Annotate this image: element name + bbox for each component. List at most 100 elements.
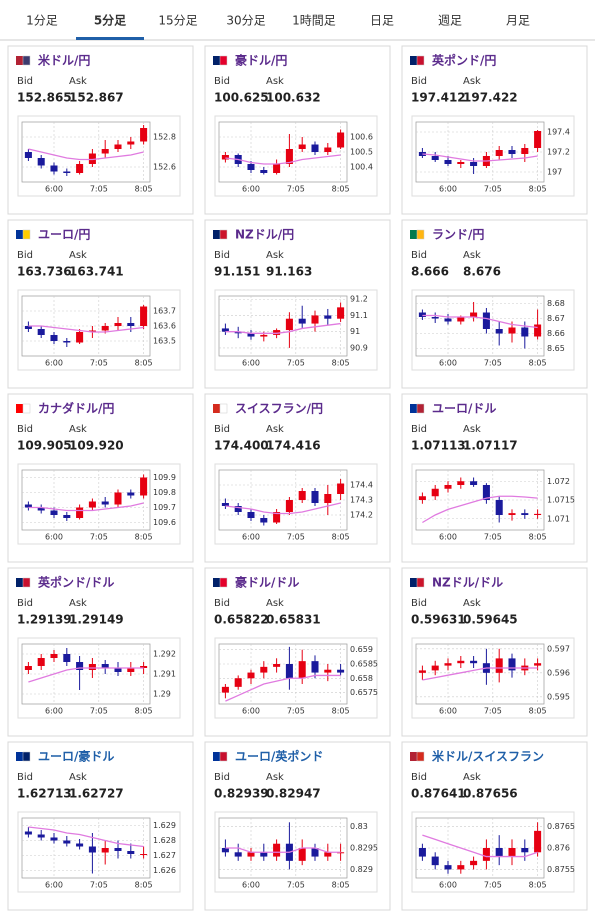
candle-body <box>114 492 122 505</box>
moving-average <box>422 834 538 858</box>
ask-value: 1.62727 <box>69 787 124 801</box>
x-tick-label: 7:05 <box>287 881 305 890</box>
x-tick-label: 8:05 <box>529 359 547 368</box>
candle-body <box>76 164 84 173</box>
ask-label: Ask <box>69 772 87 783</box>
bid-value: 0.59631 <box>411 613 466 627</box>
y-tick-label: 163.5 <box>153 337 176 346</box>
flag <box>213 230 220 239</box>
candle-body <box>337 307 345 319</box>
card[interactable] <box>7 567 194 737</box>
flag <box>416 403 425 414</box>
card[interactable] <box>401 393 588 563</box>
pair-name[interactable]: 米ドル/円 <box>38 53 90 68</box>
ask-label: Ask <box>266 424 284 435</box>
flag <box>16 752 23 761</box>
tab[interactable]: 5分足 <box>94 13 126 28</box>
flag <box>22 229 31 240</box>
ask-label: Ask <box>266 76 284 87</box>
card[interactable] <box>401 45 588 215</box>
candle-body <box>114 848 122 851</box>
card[interactable] <box>7 741 194 911</box>
ask-label: Ask <box>463 250 481 261</box>
candle-body <box>127 141 135 145</box>
card[interactable] <box>204 741 391 911</box>
y-tick-label: 0.6575 <box>350 688 378 697</box>
candle-body <box>457 317 465 322</box>
ask-value: 197.422 <box>463 91 518 105</box>
x-tick-label: 6:00 <box>242 533 260 542</box>
flag <box>416 229 425 240</box>
moving-average <box>422 153 538 162</box>
candle-body <box>521 148 529 154</box>
pair-name[interactable]: 米ドル/スイスフラン <box>432 749 544 764</box>
card[interactable] <box>7 393 194 563</box>
pair-name[interactable]: ユーロ/豪ドル <box>38 749 114 764</box>
pair-name[interactable]: カナダドル/円 <box>38 401 114 416</box>
pair-name[interactable]: スイスフラン/円 <box>235 402 323 416</box>
tab[interactable]: 週足 <box>438 14 462 28</box>
moving-average <box>422 667 538 681</box>
pair-name[interactable]: NZドル/ドル <box>432 576 503 590</box>
tab[interactable]: 1分足 <box>26 14 58 28</box>
card[interactable] <box>204 45 391 215</box>
card[interactable] <box>401 741 588 911</box>
candle-body <box>140 854 148 855</box>
card[interactable] <box>401 567 588 737</box>
plot-area <box>21 817 151 879</box>
pair-name[interactable]: NZドル/円 <box>235 228 294 242</box>
tab[interactable]: 30分足 <box>226 14 265 28</box>
candle-body <box>444 318 452 322</box>
tab[interactable]: 月足 <box>506 14 530 28</box>
candle-body <box>298 661 306 679</box>
pair-name[interactable]: 英ポンド/ドル <box>38 575 114 590</box>
y-tick-label: 0.8755 <box>547 865 575 874</box>
card[interactable] <box>204 219 391 389</box>
tab[interactable]: 日足 <box>370 14 394 28</box>
pair-name[interactable]: ユーロ/円 <box>38 228 90 242</box>
candle-body <box>24 831 32 835</box>
pair-name[interactable]: ユーロ/ドル <box>432 402 496 416</box>
card[interactable] <box>7 219 194 389</box>
candle-body <box>431 665 439 671</box>
candle-body <box>234 506 242 512</box>
x-tick-label: 7:05 <box>287 359 305 368</box>
card[interactable] <box>401 219 588 389</box>
y-tick-label: 174.3 <box>350 496 373 505</box>
moving-average <box>28 667 144 683</box>
candle-body <box>24 152 32 158</box>
x-tick-label: 6:00 <box>439 533 457 542</box>
candle-body <box>324 494 332 503</box>
flag <box>16 230 23 239</box>
candle-body <box>273 164 281 173</box>
candle-body <box>534 663 542 666</box>
candle-body <box>50 165 58 172</box>
candle-body <box>260 518 268 523</box>
pair-name[interactable]: ランド/円 <box>432 228 484 242</box>
pair-name[interactable]: 英ポンド/円 <box>432 53 496 68</box>
y-tick-label: 152.8 <box>153 133 176 142</box>
pair-name[interactable]: ユーロ/英ポンド <box>235 749 323 764</box>
tab[interactable]: 15分足 <box>158 14 197 28</box>
candle-body <box>298 848 306 861</box>
bid-value: 0.82939 <box>214 787 269 801</box>
tab[interactable]: 1時間足 <box>292 14 336 28</box>
moving-average <box>225 847 341 853</box>
chart-frame <box>17 463 181 545</box>
card[interactable] <box>204 567 391 737</box>
chart-frame <box>214 115 378 197</box>
candle-body <box>311 848 319 857</box>
candle-body <box>247 512 255 518</box>
card[interactable] <box>204 393 391 563</box>
candle-body <box>127 492 135 496</box>
x-tick-label: 7:05 <box>287 533 305 542</box>
pair-name[interactable]: 豪ドル/ドル <box>235 575 299 590</box>
card[interactable] <box>7 45 194 215</box>
flag <box>416 55 425 66</box>
moving-average <box>28 325 144 333</box>
candle-body <box>508 513 516 515</box>
candle-body <box>337 132 345 148</box>
pair-name[interactable]: 豪ドル/円 <box>235 53 287 68</box>
ask-value: 91.163 <box>266 265 312 279</box>
bid-label: Bid <box>17 598 33 609</box>
